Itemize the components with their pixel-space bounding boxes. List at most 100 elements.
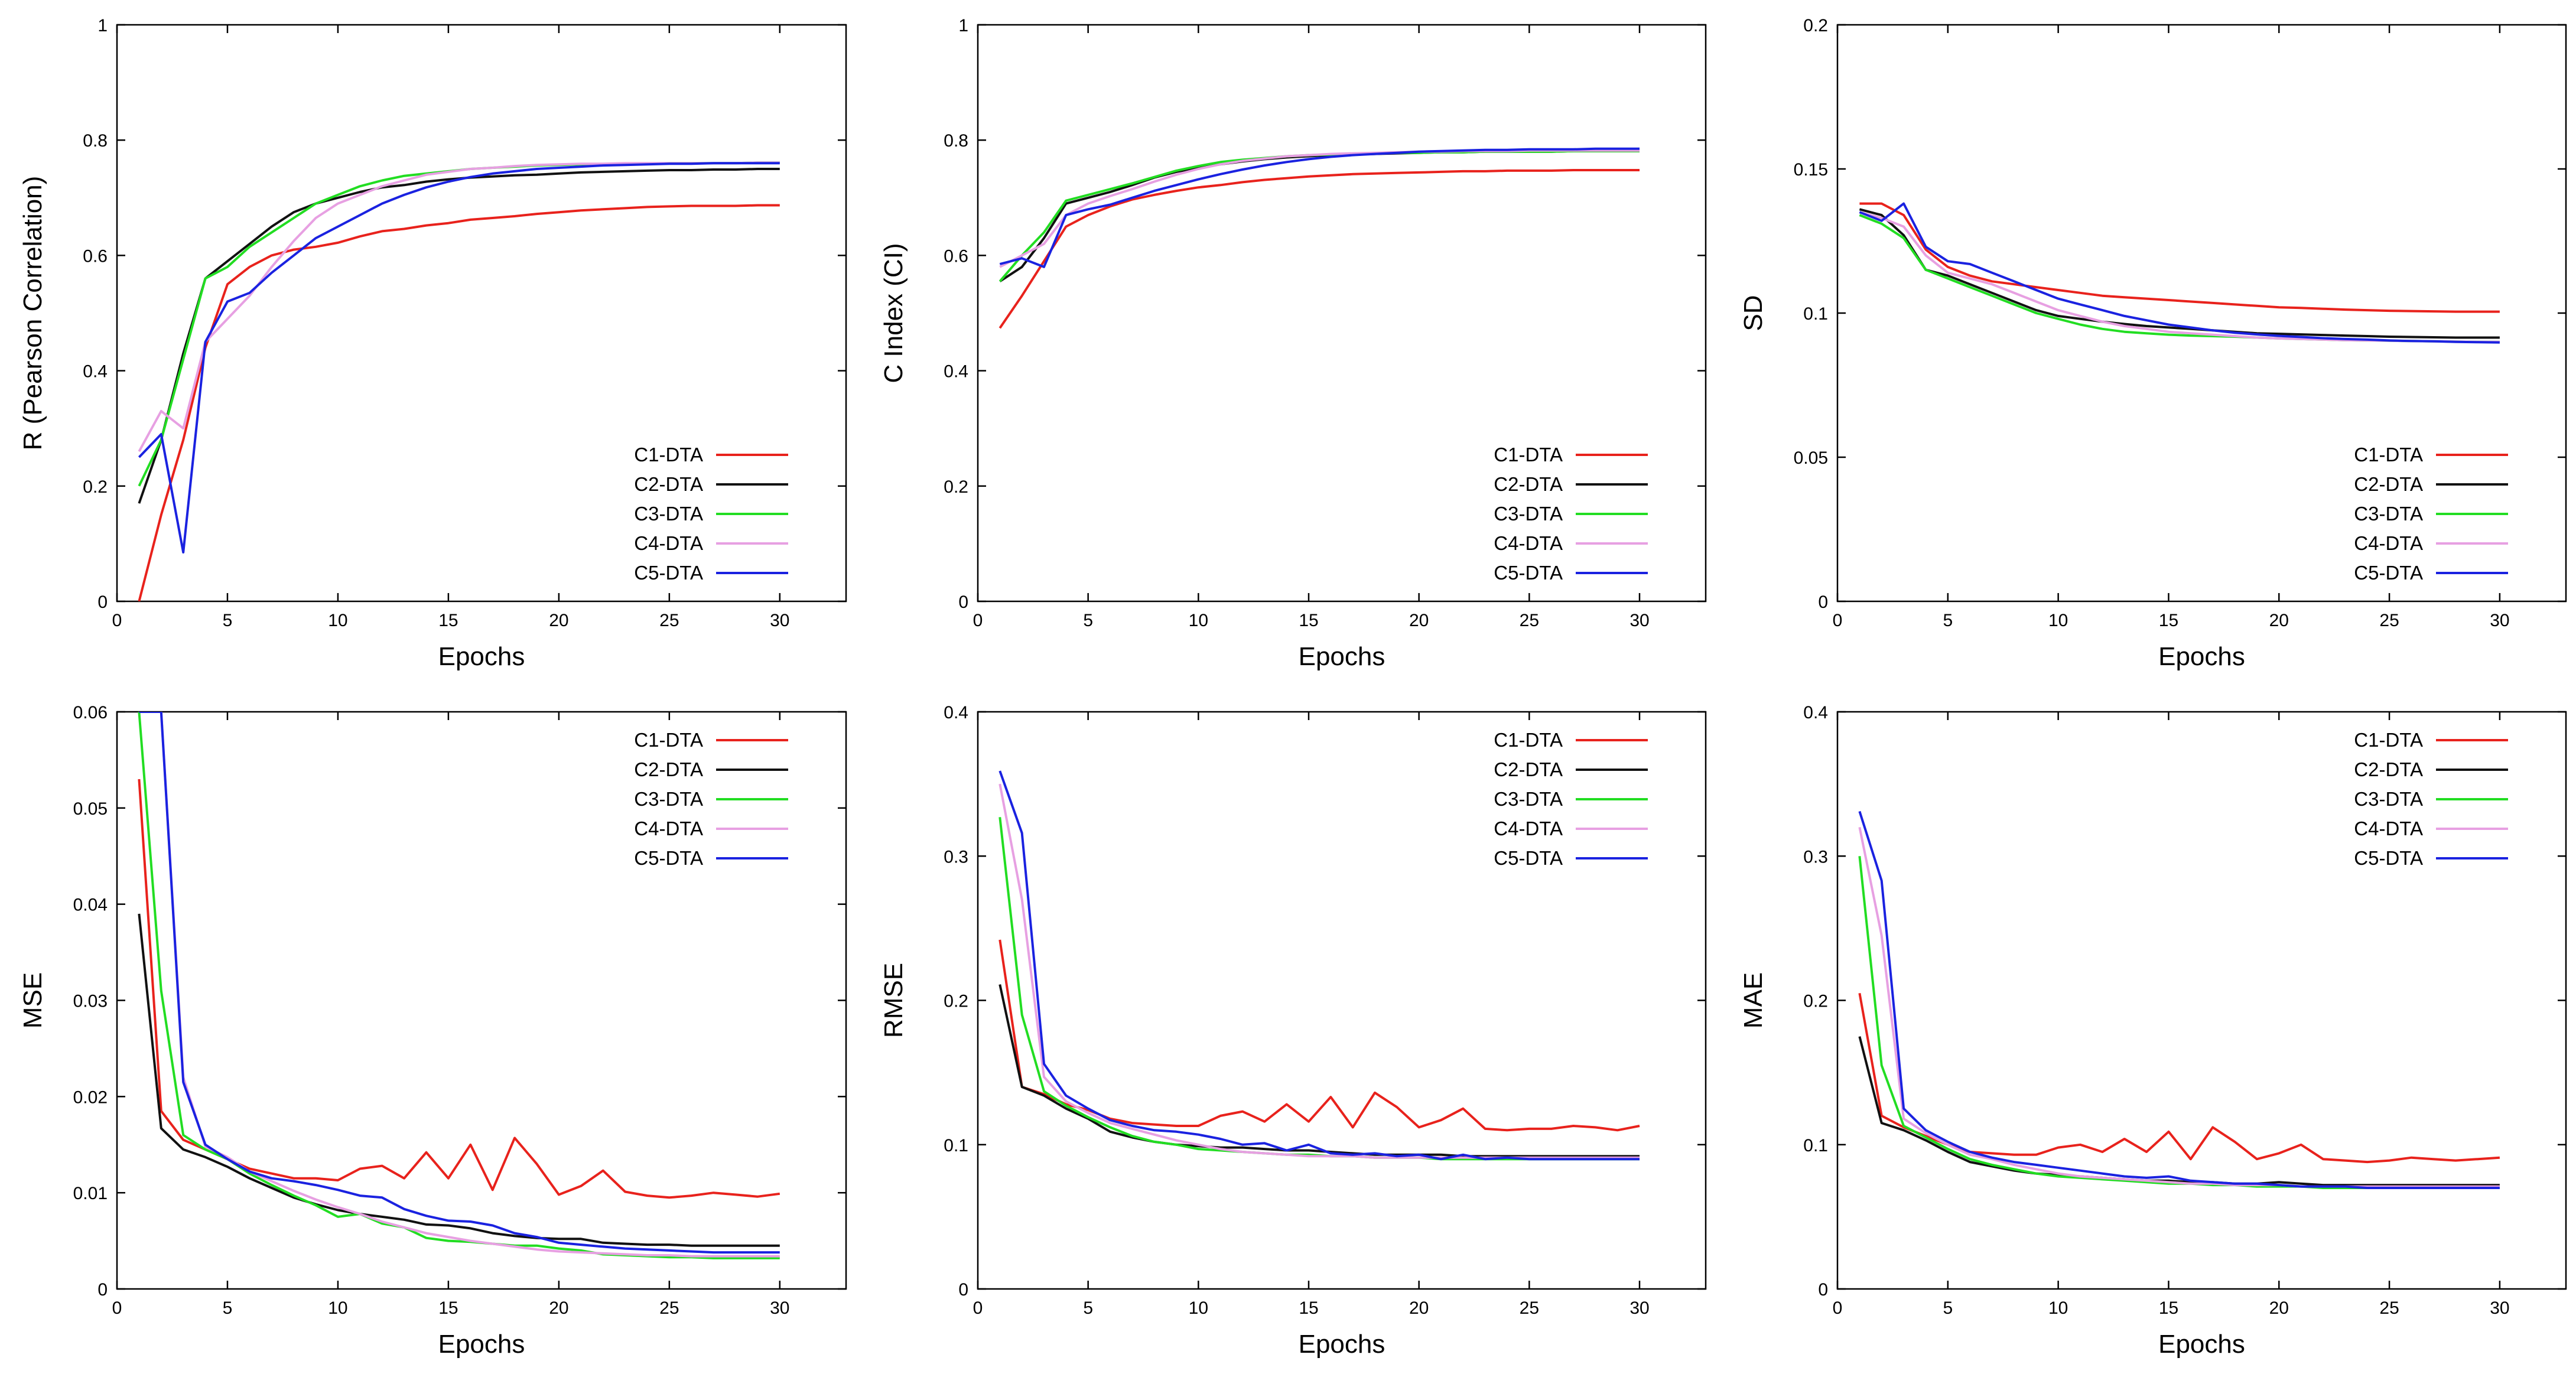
x-tick-label: 10: [2048, 611, 2068, 630]
y-tick-label: 0: [1818, 592, 1828, 612]
legend-label: C5-DTA: [2354, 847, 2423, 869]
legend: C1-DTA C2-DTA C3-DTA C4-DTA C5-DTA: [634, 729, 788, 869]
series-line-c2-dta: [1858, 1036, 2500, 1187]
legend: C1-DTA C2-DTA C3-DTA C4-DTA C5-DTA: [1494, 444, 1648, 584]
series-line-c5-dta: [998, 770, 1640, 1161]
series-line-c5-dta: [999, 147, 1640, 268]
legend-label: C4-DTA: [634, 818, 703, 839]
y-tick-label: 0.4: [1803, 703, 1828, 722]
x-tick-label: 30: [1629, 611, 1649, 630]
y-tick-label: 0.02: [73, 1088, 108, 1107]
series-lines: [998, 147, 1640, 329]
y-tick-label: 0: [97, 592, 108, 612]
y-axis-title: R (Pearson Correlation): [18, 176, 47, 451]
x-tick-label: 15: [2159, 1298, 2178, 1318]
y-axis-title: C Index (CI): [879, 243, 908, 383]
series-line-c3-dta: [138, 712, 780, 1259]
x-tick-label: 25: [659, 1298, 679, 1318]
x-tick-label: 0: [973, 611, 983, 630]
y-tick-label: 0.15: [1794, 160, 1828, 180]
x-tick-label: 5: [1083, 1298, 1093, 1318]
x-tick-label: 5: [1943, 611, 1953, 630]
x-tick-label: 10: [328, 1298, 347, 1318]
x-tick-label: 15: [2159, 611, 2178, 630]
legend-label: C1-DTA: [1494, 444, 1563, 465]
x-tick-label: 30: [770, 1298, 789, 1318]
x-tick-label: 30: [2490, 1298, 2509, 1318]
legend-label: C4-DTA: [634, 532, 703, 554]
x-tick-label: 5: [223, 611, 233, 630]
y-tick-label: 0.6: [944, 246, 968, 266]
chart-panel-5: 0 5 10 15 20 25 30 0 0.1 0.2 0.3 0.4 Epochs RMSE C1-DT…: [879, 703, 1707, 1359]
legend-label: C5-DTA: [1494, 847, 1563, 869]
legend-label: C5-DTA: [1494, 562, 1563, 584]
y-tick-label: 0: [1818, 1280, 1828, 1300]
y-tick-label: 0.05: [1794, 448, 1828, 468]
y-tick-label: 0.2: [944, 992, 968, 1011]
series-lines: [138, 161, 780, 601]
legend-label: C1-DTA: [634, 444, 703, 465]
x-tick-label: 25: [1520, 1298, 1539, 1318]
x-tick-label: 0: [1833, 1298, 1843, 1318]
x-tick-label: 5: [223, 1298, 233, 1318]
series-line-c2-dta: [1859, 208, 2500, 339]
x-tick-label: 5: [1943, 1298, 1953, 1318]
series-line-c1-dta: [1859, 202, 2500, 313]
y-tick-label: 0.1: [1803, 1136, 1828, 1155]
x-tick-label: 25: [2379, 611, 2399, 630]
legend-label: C4-DTA: [2354, 818, 2423, 839]
series-line-c2-dta: [998, 984, 1640, 1158]
plot-frame: [977, 24, 1707, 603]
legend-label: C1-DTA: [1494, 729, 1563, 751]
legend-label: C2-DTA: [634, 473, 703, 495]
legend-label: C4-DTA: [1494, 532, 1563, 554]
legend: C1-DTA C2-DTA C3-DTA C4-DTA C5-DTA: [634, 444, 788, 584]
chart-panel-4: 0 5 10 15 20 25 30 0 0.01 0.02 0.03 0.04 0.05 0.06 Epo…: [18, 703, 847, 1359]
legend-label: C5-DTA: [634, 847, 703, 869]
plot-frame: [116, 24, 847, 603]
x-tick-label: 20: [549, 611, 568, 630]
x-tick-label: 15: [1299, 1298, 1318, 1318]
y-tick-label: 0.01: [73, 1184, 108, 1203]
x-tick-label: 10: [1189, 611, 1208, 630]
y-tick-label: 0.2: [83, 477, 108, 497]
x-tick-label: 5: [1083, 611, 1093, 630]
legend-label: C5-DTA: [2354, 562, 2423, 584]
x-tick-label: 30: [770, 611, 789, 630]
legend-label: C1-DTA: [634, 729, 703, 751]
y-tick-label: 0.2: [944, 477, 968, 497]
y-tick-label: 0.06: [73, 703, 108, 722]
legend-label: C3-DTA: [1494, 503, 1563, 525]
x-axis-title: Epochs: [1299, 1330, 1385, 1359]
legend-label: C2-DTA: [2354, 473, 2423, 495]
series-line-c1-dta: [138, 779, 780, 1199]
x-tick-label: 25: [1520, 611, 1539, 630]
y-tick-label: 0.4: [944, 362, 968, 382]
y-tick-label: 0.1: [944, 1136, 968, 1155]
legend-label: C2-DTA: [1494, 758, 1563, 780]
x-tick-label: 0: [1833, 611, 1843, 630]
series-line-c5-dta: [1859, 202, 2500, 344]
x-tick-label: 25: [2379, 1298, 2399, 1318]
y-tick-label: 0.05: [73, 799, 108, 819]
legend-label: C3-DTA: [2354, 788, 2423, 810]
legend-label: C3-DTA: [1494, 788, 1563, 810]
y-axis-title: RMSE: [879, 963, 908, 1038]
x-tick-label: 0: [973, 1298, 983, 1318]
x-axis-title: Epochs: [2158, 1330, 2245, 1359]
legend-label: C2-DTA: [1494, 473, 1563, 495]
series-line-c4-dta: [998, 783, 1640, 1159]
series-lines: [1858, 810, 2500, 1189]
y-tick-label: 1: [97, 16, 108, 35]
legend: C1-DTA C2-DTA C3-DTA C4-DTA C5-DTA: [1494, 729, 1648, 869]
y-axis-title: SD: [1739, 295, 1768, 331]
legend-label: C3-DTA: [634, 503, 703, 525]
y-tick-label: 0.8: [944, 131, 968, 151]
legend-label: C1-DTA: [2354, 729, 2423, 751]
legend: C1-DTA C2-DTA C3-DTA C4-DTA C5-DTA: [2354, 444, 2508, 584]
x-tick-label: 0: [112, 1298, 122, 1318]
x-tick-label: 15: [1299, 611, 1318, 630]
y-axis-title: MAE: [1739, 972, 1768, 1028]
series-lines: [998, 770, 1640, 1161]
